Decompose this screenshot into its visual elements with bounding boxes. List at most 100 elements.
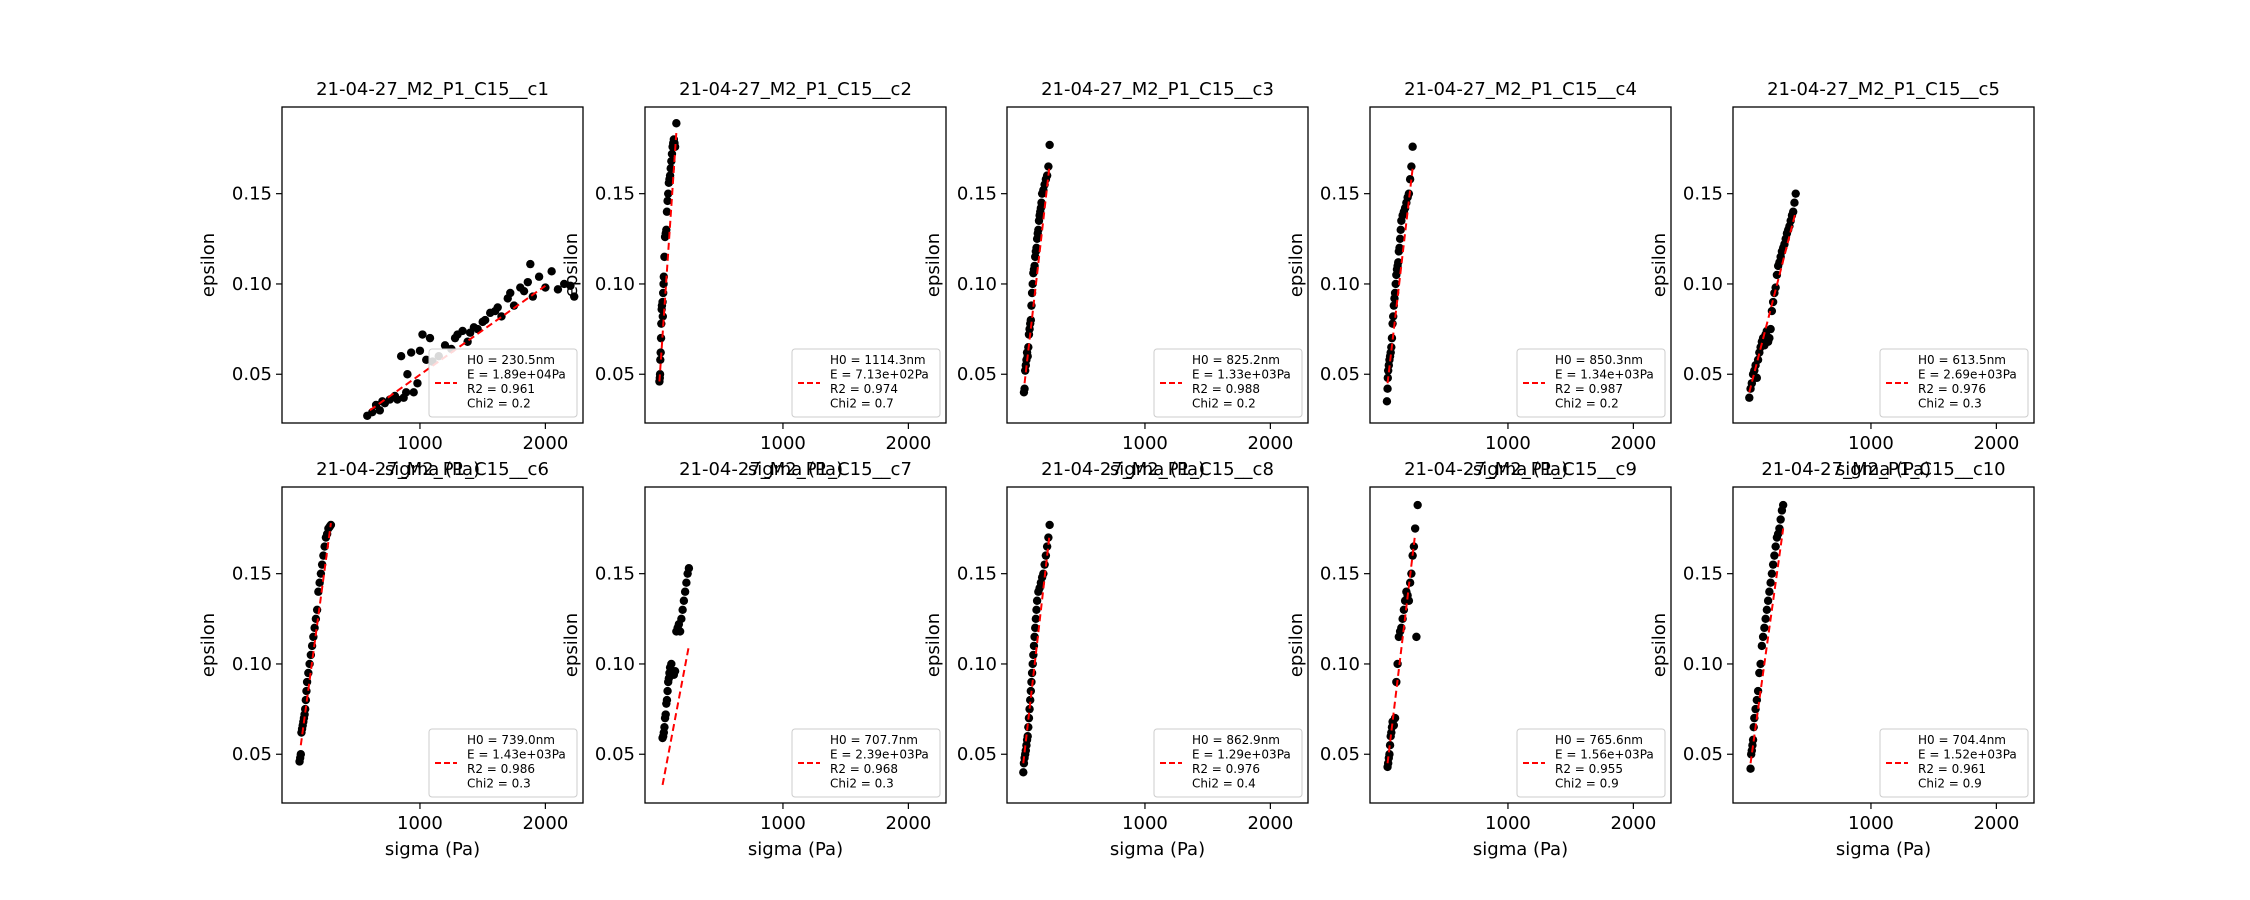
data-point	[656, 355, 665, 364]
data-point	[401, 388, 411, 397]
legend-entry: Chi2 = 0.7	[830, 397, 894, 411]
legend-entry: H0 = 850.3nm	[1555, 353, 1643, 367]
legend-entry: Chi2 = 0.3	[467, 777, 531, 791]
legend-entry: R2 = 0.976	[1918, 382, 1986, 396]
x-axis-label: sigma (Pa)	[748, 839, 843, 860]
data-point	[678, 605, 687, 614]
data-point	[1747, 379, 1757, 388]
legend-entry: E = 1.29e+03Pa	[1192, 748, 1291, 762]
legend-entry: E = 1.52e+03Pa	[1918, 748, 2017, 762]
data-point	[1756, 659, 1765, 669]
data-point	[1026, 695, 1035, 705]
axes-frame	[644, 486, 947, 804]
data-point	[493, 303, 502, 312]
legend-entry: Chi2 = 0.2	[1555, 397, 1619, 411]
data-point	[1045, 140, 1054, 150]
subplot-1: 21-04-27_M2_P1_C15__c1 1000 2000 0.05 0.10 0.…	[198, 79, 584, 480]
data-point	[1770, 551, 1779, 560]
legend-entry: Chi2 = 0.4	[1192, 777, 1256, 791]
y-tick-label: 0.05	[957, 744, 997, 765]
x-tick-label: 1000	[1122, 433, 1168, 454]
data-point	[1758, 632, 1768, 642]
fit-line	[1748, 211, 1797, 393]
axes-frame	[281, 106, 584, 424]
subplot-title: 21-04-27_M2_P1_C15__c1	[316, 79, 549, 100]
data-point	[1407, 569, 1416, 578]
data-point	[425, 333, 435, 343]
x-tick-label: 1000	[1122, 813, 1168, 834]
y-tick-label: 0.05	[1320, 744, 1360, 765]
legend-box	[1153, 348, 1303, 418]
data-point	[1776, 515, 1785, 524]
data-point	[1760, 623, 1769, 633]
y-tick-label: 0.10	[1320, 274, 1360, 295]
data-point	[541, 283, 550, 292]
x-axis-label: sigma (Pa)	[1473, 459, 1568, 480]
subplot-4: 21-04-27_M2_P1_C15__c4 1000 2000 0.05 0.10 0.…	[1286, 79, 1672, 480]
data-point	[658, 312, 668, 321]
x-tick-label: 2000	[1973, 813, 2019, 834]
data-point	[1395, 234, 1405, 244]
legend-entry: E = 1.56e+03Pa	[1555, 748, 1654, 762]
subplot-2: 21-04-27_M2_P1_C15__c2 1000 2000 0.05 0.10 0.…	[561, 79, 947, 480]
legend-box	[791, 348, 941, 418]
data-point	[1023, 731, 1032, 741]
legend-entry: E = 1.34e+03Pa	[1555, 368, 1654, 382]
data-point	[1766, 578, 1775, 587]
x-tick-label: 1000	[397, 433, 443, 454]
data-point	[1044, 533, 1053, 542]
legend-entry: R2 = 0.986	[467, 762, 535, 776]
subplot-title: 21-04-27_M2_P1_C15__c7	[679, 459, 912, 480]
subplot-title: 21-04-27_M2_P1_C15__c8	[1041, 459, 1274, 480]
data-point	[301, 695, 311, 705]
subplot-10: 21-04-27_M2_P1_C15__c10 1000 2000 0.05 0.10 0…	[1649, 459, 2035, 860]
data-point	[1791, 189, 1800, 198]
data-point	[1045, 520, 1054, 530]
axes-frame	[281, 486, 584, 804]
data-point	[418, 330, 427, 339]
data-point	[1755, 668, 1764, 678]
data-point	[1032, 596, 1042, 605]
x-tick-label: 2000	[1610, 433, 1656, 454]
y-tick-label: 0.10	[957, 274, 997, 295]
y-tick-label: 0.05	[1683, 744, 1723, 765]
data-point	[480, 315, 490, 325]
data-point	[1410, 524, 1420, 533]
subplot-title: 21-04-27_M2_P1_C15__c9	[1404, 459, 1637, 480]
data-point	[1031, 614, 1041, 624]
legend-entry: Chi2 = 0.9	[1918, 777, 1982, 791]
data-point	[660, 722, 669, 732]
data-point	[684, 564, 694, 573]
data-point	[1028, 279, 1037, 289]
data-point	[1763, 596, 1773, 605]
y-tick-label: 0.10	[1683, 274, 1723, 295]
x-tick-label: 2000	[1247, 433, 1293, 454]
data-point	[1391, 279, 1400, 289]
fit-line	[1386, 533, 1417, 764]
x-tick-label: 2000	[522, 433, 568, 454]
data-point	[1765, 333, 1774, 343]
data-point	[1041, 551, 1051, 560]
y-axis-label: epsilon	[1286, 233, 1307, 297]
data-point	[1030, 261, 1039, 271]
data-point	[675, 627, 685, 636]
data-point	[403, 370, 412, 379]
x-axis-label: sigma (Pa)	[1473, 839, 1568, 860]
y-tick-label: 0.05	[595, 744, 635, 765]
x-tick-label: 2000	[885, 433, 931, 454]
data-points	[655, 119, 681, 386]
data-point	[1382, 397, 1392, 406]
data-points	[1383, 500, 1422, 772]
data-point	[1385, 750, 1394, 759]
data-point	[1761, 614, 1770, 624]
x-tick-label: 2000	[1973, 433, 2019, 454]
data-point	[664, 189, 673, 198]
y-tick-label: 0.15	[232, 184, 272, 205]
y-axis-label: epsilon	[1649, 233, 1670, 297]
legend-entry: H0 = 739.0nm	[467, 733, 555, 747]
